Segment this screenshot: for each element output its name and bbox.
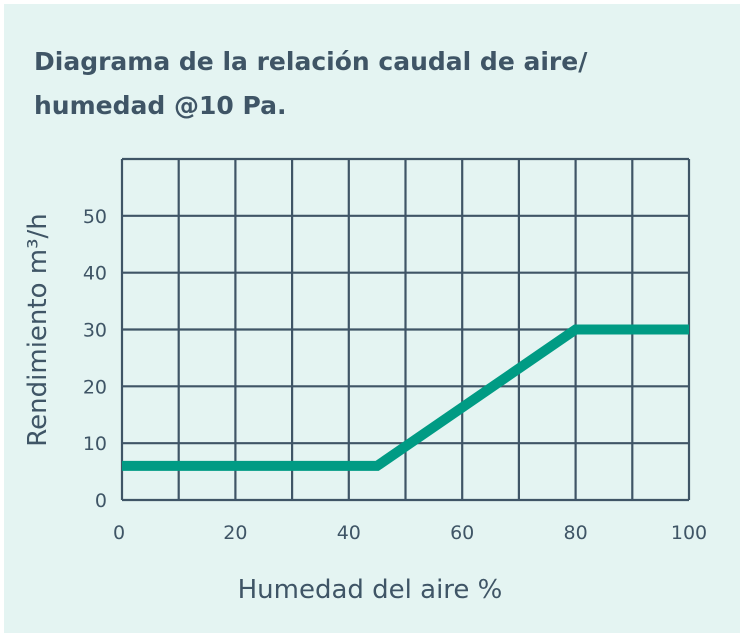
x-tick-label: 20 xyxy=(223,522,247,544)
chart-card xyxy=(4,4,740,633)
chart-series xyxy=(122,324,689,471)
chart-title: Diagrama de la relación caudal de aire/ … xyxy=(34,47,588,120)
x-tick-label: 80 xyxy=(564,522,588,544)
series-line xyxy=(122,324,689,471)
x-axis-label: Humedad del aire % xyxy=(238,575,503,605)
x-tick-label: 0 xyxy=(113,522,125,544)
y-tick-label: 40 xyxy=(83,263,107,285)
x-tick-label: 60 xyxy=(450,522,474,544)
y-tick-label: 10 xyxy=(83,433,107,455)
y-tick-label: 20 xyxy=(83,376,107,398)
x-tick-labels: 0 20 40 60 80 100 xyxy=(113,522,707,544)
y-tick-label: 30 xyxy=(83,320,107,342)
x-tick-label: 100 xyxy=(671,522,707,544)
y-axis-label: Rendimiento m³/h xyxy=(23,213,53,446)
y-tick-labels: 0 10 20 30 40 50 xyxy=(83,206,107,512)
y-tick-label: 50 xyxy=(83,206,107,228)
x-tick-label: 40 xyxy=(337,522,361,544)
y-tick-label: 0 xyxy=(95,490,107,512)
